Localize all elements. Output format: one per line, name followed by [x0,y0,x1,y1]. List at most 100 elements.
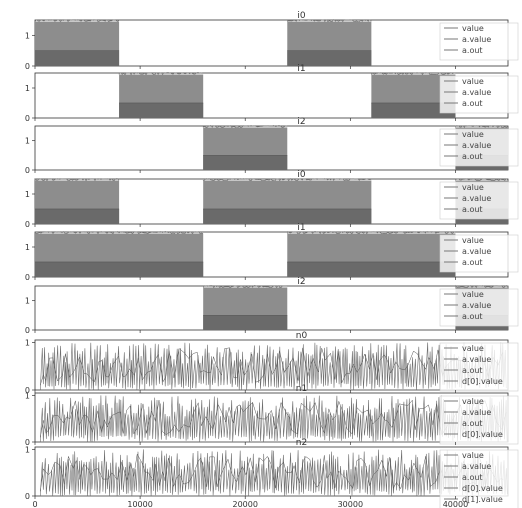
legend-entry: d[0].value [462,377,503,386]
a-value-burst [203,209,372,224]
legend-box [439,75,519,114]
legend-entry: a.value [462,408,491,417]
y-tick-label: 1 [25,445,30,454]
value-trace-edge [455,125,509,128]
legend-box [439,128,519,167]
legend-entry: value [462,77,484,86]
legend-box [439,449,519,508]
panel-title: i2 [297,277,305,287]
value-trace-edge [202,125,288,128]
legend-entry: value [462,236,484,245]
legend-box [439,22,519,61]
legend-entry: a.value [462,247,491,256]
legend-entry: a.out [462,473,483,482]
y-tick-label: 1 [25,31,30,40]
y-tick-label: 1 [25,137,30,146]
legend-entry: a.value [462,194,491,203]
legend-box [439,234,519,273]
value-trace-edge [286,230,456,234]
legend-entry: value [462,451,484,460]
legend-entry: a.out [462,152,483,161]
y-tick-label: 1 [25,190,30,199]
value-trace-edge [286,19,372,22]
a-value-trace [40,453,504,492]
x-tick-label: 30000 [338,500,363,508]
legend-entry: d[0].value [462,484,503,493]
value-trace-edge [118,72,204,75]
y-tick-label: 0 [25,438,30,447]
spike-trace [39,395,508,443]
panel-title: i1 [297,223,305,233]
legend-entry: a.out [462,366,483,375]
panel-title: i1 [297,64,305,74]
legend-entry: value [462,130,484,139]
legend-entry: a.out [462,312,483,321]
panel-title: i2 [297,117,305,127]
y-tick-label: 1 [25,297,30,306]
legend-entry: d[1].value [462,495,503,504]
a-value-burst [35,50,120,66]
spike-trace [39,342,507,391]
legend-entry: value [462,397,484,406]
a-value-trace [40,347,503,386]
y-tick-label: 0 [25,220,30,229]
legend-box [439,395,519,445]
legend-entry: a.out [462,205,483,214]
a-value-burst [35,262,204,277]
y-tick-label: 0 [25,62,30,71]
y-tick-label: 0 [25,386,30,395]
y-tick-label: 0 [25,273,30,282]
legend-entry: a.value [462,355,491,364]
legend-entry: d[0].value [462,430,503,439]
legend-entry: a.value [462,141,491,150]
value-trace-edge [455,284,509,288]
legend-entry: a.value [462,88,491,97]
legend-entry: a.out [462,46,483,55]
a-value-burst [203,155,288,170]
y-tick-label: 1 [25,391,30,400]
a-value-trace [40,399,507,438]
y-tick-label: 1 [25,338,30,347]
x-tick-label: 20000 [232,500,257,508]
y-tick-label: 0 [25,326,30,335]
y-tick-label: 0 [25,166,30,175]
x-tick-label: 0 [32,500,37,508]
value-trace-edge [34,177,120,181]
legend-entry: a.value [462,301,491,310]
value-trace-edge [34,19,120,22]
legend-entry: value [462,290,484,299]
value-trace-edge [202,178,372,181]
a-value-burst [35,209,120,224]
a-value-burst [371,103,456,118]
y-tick-label: 1 [25,243,30,252]
a-value-burst [287,262,456,277]
panel-title: i0 [297,11,306,21]
x-tick-label: 10000 [127,500,152,508]
legend-entry: a.value [462,35,491,44]
value-trace-edge [371,72,456,75]
y-tick-label: 0 [25,114,30,123]
a-value-burst [287,50,372,66]
legend-box [439,342,519,392]
panel-title: i0 [297,170,306,180]
legend-entry: value [462,344,484,353]
y-tick-label: 1 [25,84,30,93]
a-value-burst [203,315,288,330]
legend-entry: a.out [462,258,483,267]
legend-box [439,181,519,220]
legend-entry: a.out [462,419,483,428]
panel-title: n2 [296,438,307,448]
a-value-burst [119,103,204,118]
legend-entry: a.value [462,462,491,471]
y-tick-label: 0 [25,492,30,501]
value-trace-edge [202,285,288,288]
legend-box [439,288,519,327]
legend-entry: value [462,183,484,192]
value-trace-edge [455,178,509,181]
panel-title: n1 [296,384,307,394]
panel-title: n0 [296,331,308,341]
value-trace-edge [34,231,204,234]
legend-entry: a.out [462,99,483,108]
x-tick-label: 40000 [443,500,468,508]
